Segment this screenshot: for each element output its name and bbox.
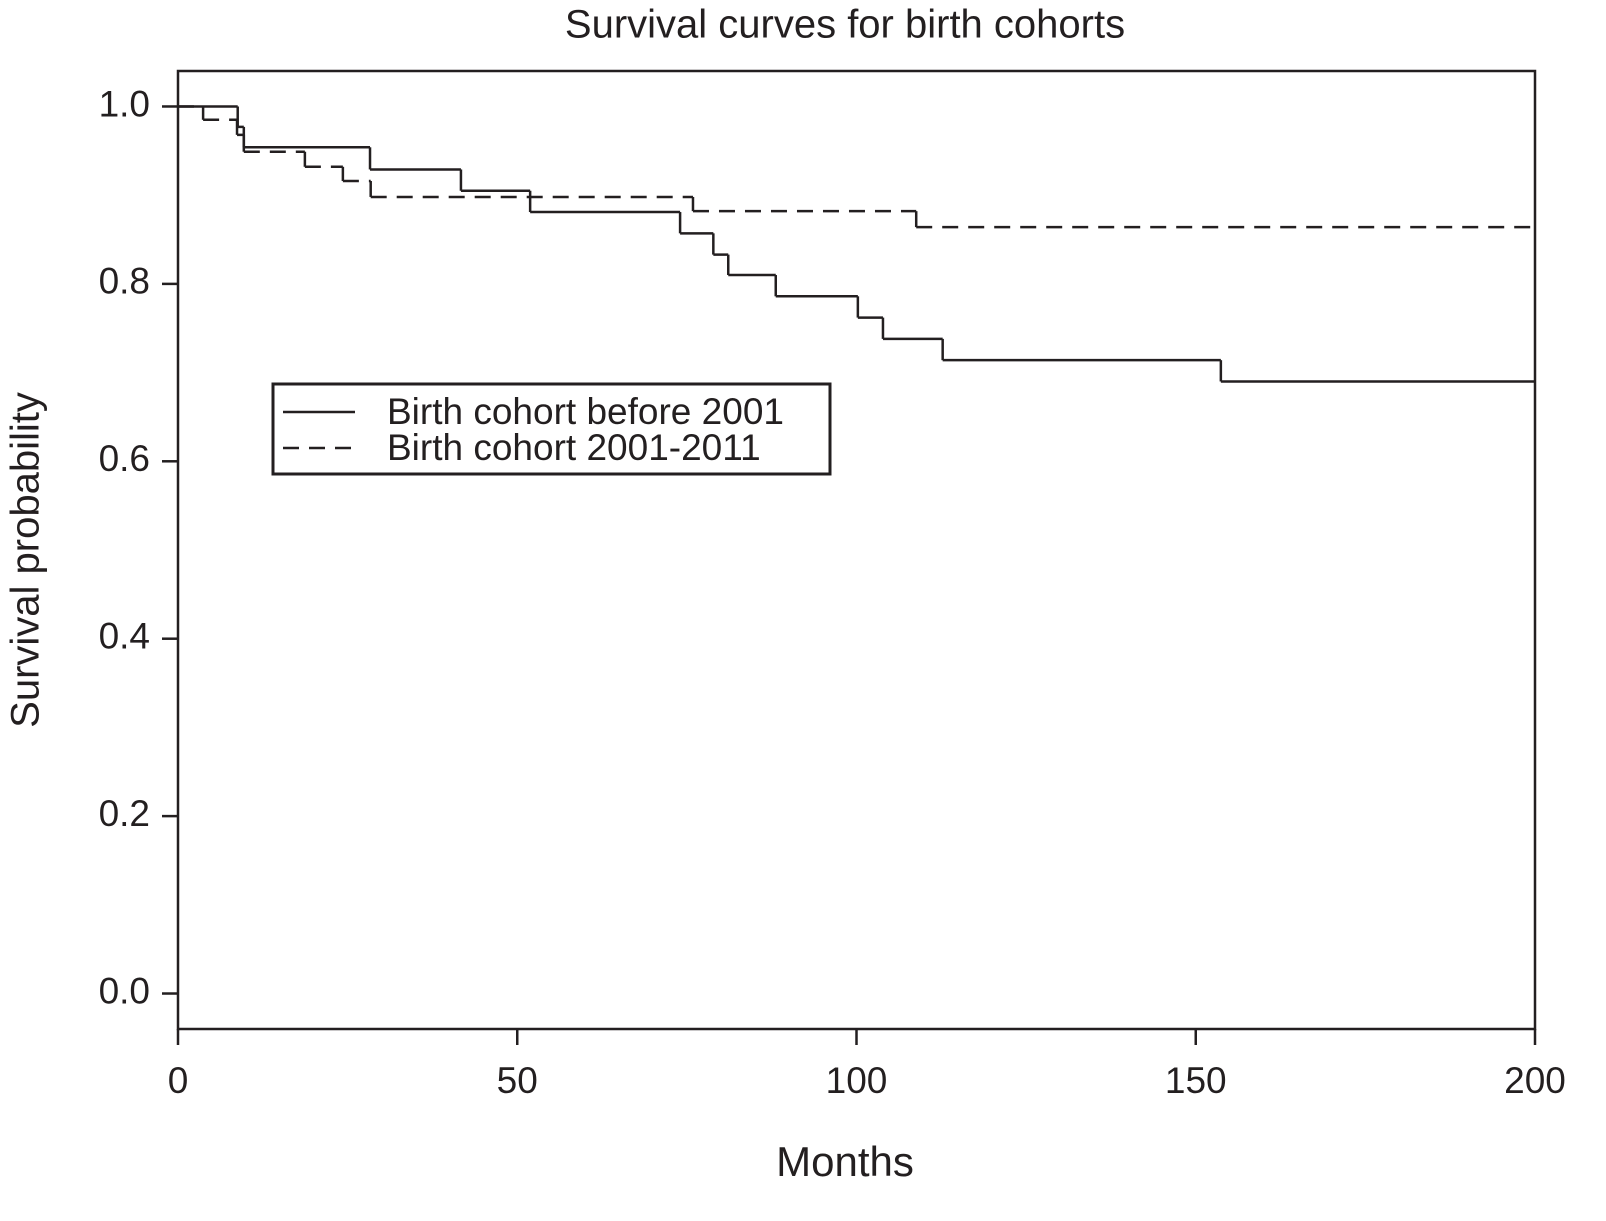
y-tick-label: 0.6 bbox=[99, 438, 150, 479]
y-tick-label: 0.4 bbox=[99, 615, 150, 656]
y-tick-label: 0.0 bbox=[99, 970, 150, 1011]
legend-label: Birth cohort 2001-2011 bbox=[387, 427, 761, 468]
y-tick-label: 0.2 bbox=[99, 793, 150, 834]
y-axis-label: Survival probability bbox=[4, 392, 48, 728]
y-tick-label: 1.0 bbox=[99, 83, 150, 124]
x-tick-label: 50 bbox=[497, 1060, 538, 1101]
chart-title: Survival curves for birth cohorts bbox=[565, 3, 1125, 47]
x-tick-label: 150 bbox=[1165, 1060, 1227, 1101]
x-tick-label: 0 bbox=[168, 1060, 189, 1101]
x-tick-label: 100 bbox=[826, 1060, 888, 1101]
x-axis-label: Months bbox=[776, 1138, 914, 1185]
legend-box bbox=[271, 382, 832, 476]
legend-label: Birth cohort before 2001 bbox=[387, 391, 784, 432]
y-tick-label: 0.8 bbox=[99, 261, 150, 302]
plot-frame bbox=[176, 69, 1537, 1031]
x-tick-label: 200 bbox=[1504, 1060, 1566, 1101]
